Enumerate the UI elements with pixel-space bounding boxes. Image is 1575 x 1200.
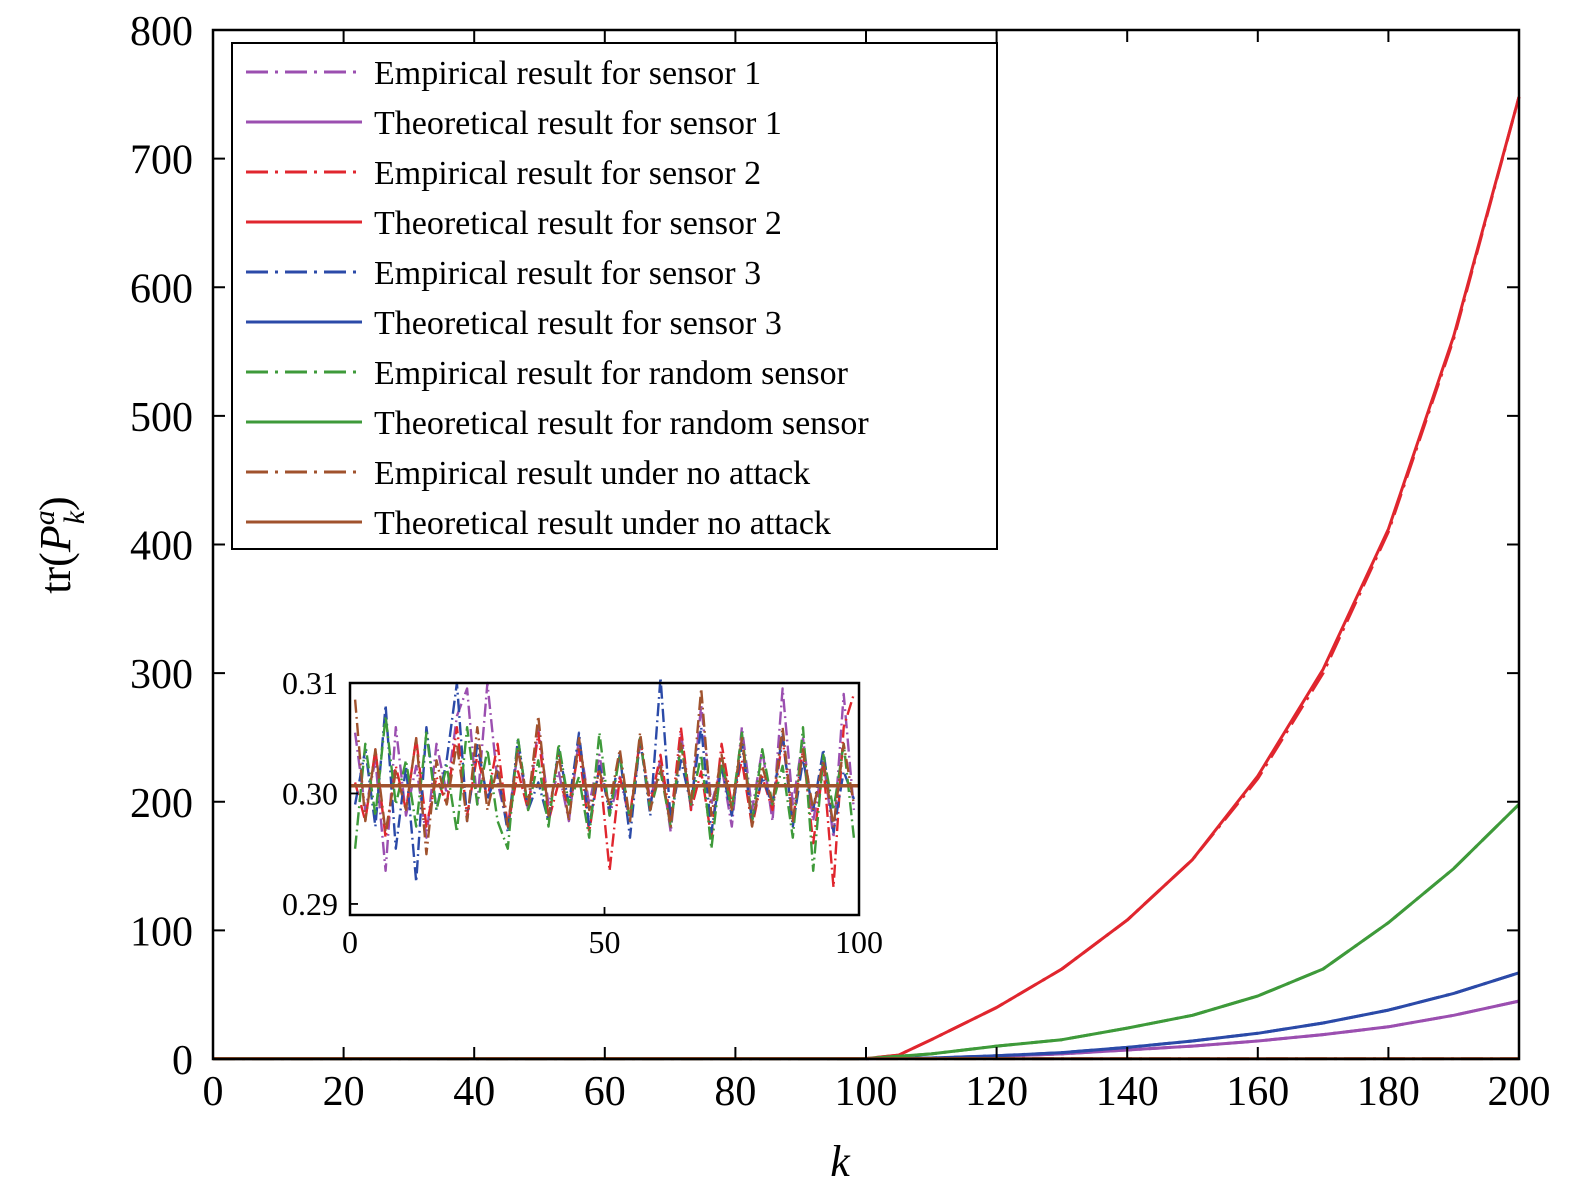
legend-label: Empirical result under no attack [374, 455, 810, 492]
legend-label: Empirical result for random sensor [374, 355, 849, 392]
inset-series-empirical-result-under-no-attack [353, 687, 856, 856]
inset-y-tick-label: 0.30 [282, 775, 338, 811]
inset-y-tick-label: 0.29 [282, 886, 338, 922]
legend-label: Theoretical result under no attack [374, 505, 831, 542]
x-tick-label: 200 [1488, 1069, 1551, 1115]
series-theoretical-result-for-random-sensor [213, 803, 1521, 1061]
legend-label: Theoretical result for sensor 2 [374, 205, 782, 242]
x-tick-label: 60 [584, 1069, 626, 1115]
x-tick-label: 20 [323, 1069, 365, 1115]
legend-label: Empirical result for sensor 3 [374, 255, 761, 292]
inset-background [350, 683, 859, 915]
legend-label: Theoretical result for sensor 3 [374, 305, 782, 342]
legend: Empirical result for sensor 1 Theoretical… [231, 42, 998, 550]
y-tick-label: 500 [130, 395, 193, 441]
x-tick-label: 0 [203, 1069, 224, 1115]
inset-y-tick-label: 0.31 [282, 665, 338, 701]
x-axis-title: k [830, 1137, 851, 1186]
inset-x-tick-label: 0 [342, 924, 358, 960]
x-tick-label: 160 [1226, 1069, 1289, 1115]
y-tick-label: 200 [130, 781, 193, 827]
inset-ticks: 0 50 100 0.29 0.30 0.31 [282, 665, 883, 960]
x-tick-label: 180 [1357, 1069, 1420, 1115]
y-tick-label: 600 [130, 266, 193, 312]
legend-label: Theoretical result for random sensor [374, 405, 869, 442]
legend-label: Theoretical result for sensor 1 [374, 105, 782, 142]
main-ticks: 0 20 40 60 80 100 120 140 160 180 200 0 100 200 300 400… [130, 9, 1551, 1115]
y-tick-label: 100 [130, 909, 193, 955]
y-tick-label: 300 [130, 652, 193, 698]
x-tick-label: 100 [835, 1069, 898, 1115]
x-tick-label: 120 [965, 1069, 1028, 1115]
legend-label: Empirical result for sensor 1 [374, 55, 761, 92]
x-tick-label: 40 [453, 1069, 495, 1115]
inset-plot-lines [350, 676, 859, 889]
x-tick-label: 80 [714, 1069, 756, 1115]
inset-plot: 0 50 100 0.29 0.30 0.31 [282, 665, 883, 960]
inset-x-tick-label: 50 [589, 924, 621, 960]
y-tick-label: 400 [130, 524, 193, 570]
y-tick-label: 800 [130, 9, 193, 55]
y-tick-label: 0 [172, 1038, 193, 1084]
y-tick-label: 700 [130, 138, 193, 184]
y-axis-title: tr(Pak) [28, 496, 91, 593]
inset-x-tick-label: 100 [835, 924, 883, 960]
x-tick-label: 140 [1096, 1069, 1159, 1115]
legend-label: Empirical result for sensor 2 [374, 155, 761, 192]
legend-box [231, 42, 998, 550]
